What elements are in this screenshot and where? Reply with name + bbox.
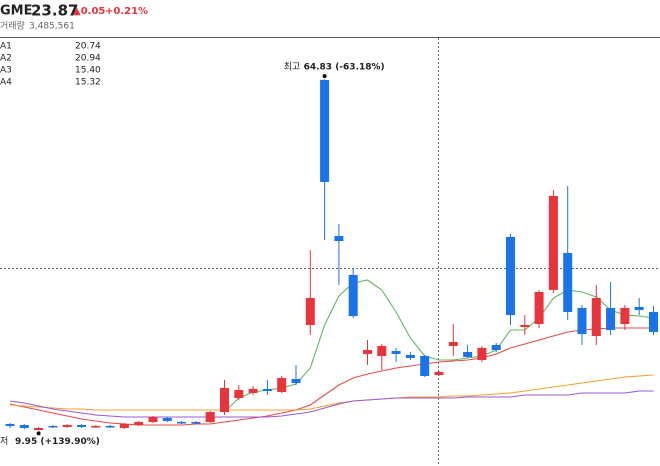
candle-body — [77, 425, 86, 427]
candle-body — [62, 425, 72, 427]
legend-name: A4 — [0, 78, 12, 88]
legend-value: 20.74 — [75, 42, 101, 52]
candle-body — [234, 390, 244, 398]
candle-body — [191, 422, 201, 424]
extreme-label: 최고 — [284, 62, 301, 73]
candle-body — [291, 378, 301, 384]
candle-body — [177, 422, 187, 424]
candle-body — [420, 356, 430, 376]
candle-body — [405, 354, 415, 358]
moving-average-line — [9, 390, 654, 418]
legend-value: 15.40 — [75, 66, 101, 76]
price: 23.87 — [31, 2, 78, 20]
candle-body — [363, 350, 372, 354]
candle-body — [91, 425, 101, 428]
candle-body — [348, 274, 358, 317]
candle-body — [377, 345, 387, 357]
extreme-value: 9.95 (+139.90%) — [15, 437, 100, 447]
candle-body — [477, 348, 487, 360]
candle-body — [620, 308, 630, 325]
legend-value: 20.94 — [75, 54, 101, 64]
symbol: GME — [0, 4, 33, 19]
legend-name: A1 — [0, 42, 12, 52]
candle-body — [5, 423, 15, 426]
candle-body — [320, 79, 330, 182]
extreme-label: 저 — [0, 436, 8, 447]
candle-body — [520, 324, 530, 328]
candle-body — [262, 388, 272, 392]
legend-value: 15.32 — [75, 78, 101, 88]
candle-body — [105, 425, 115, 428]
candle-body — [34, 428, 44, 430]
candle-body — [48, 425, 58, 428]
candle-body — [591, 297, 601, 336]
candle-body — [448, 342, 458, 346]
extreme-value: 64.83 (-63.18%) — [304, 63, 385, 73]
candle-body — [205, 412, 215, 422]
candle-body — [334, 236, 344, 242]
candle-body — [548, 196, 558, 290]
candle-body — [491, 345, 501, 350]
candle-body — [606, 308, 616, 330]
candle-body — [463, 351, 473, 357]
candle-body — [134, 422, 144, 426]
change: ▲0.05 — [73, 6, 105, 17]
moving-average-line — [9, 374, 654, 411]
volume: 3,485,561 — [29, 22, 75, 32]
candle-body — [391, 351, 401, 354]
legend-name: A3 — [0, 66, 12, 76]
candle-body — [634, 306, 644, 310]
candle-body — [119, 423, 129, 429]
legend-name: A2 — [0, 54, 12, 64]
volume-label: 거래량 — [0, 20, 25, 32]
candle-body — [434, 372, 444, 376]
candle-body — [148, 417, 158, 422]
extreme-dot — [322, 74, 327, 79]
extreme-dot — [36, 431, 41, 436]
candle-body — [506, 236, 515, 315]
candle-body — [649, 311, 658, 333]
candle-body — [220, 388, 229, 413]
candle-body — [277, 377, 287, 392]
candle-body — [534, 292, 544, 325]
moving-average-line — [9, 327, 654, 426]
candle-body — [162, 417, 172, 421]
candle-body — [563, 252, 573, 312]
candle-body — [577, 308, 587, 334]
candle-body — [305, 297, 315, 325]
change-pct: +0.21% — [105, 6, 148, 17]
candle-body — [19, 425, 29, 429]
candle-body — [248, 388, 258, 394]
